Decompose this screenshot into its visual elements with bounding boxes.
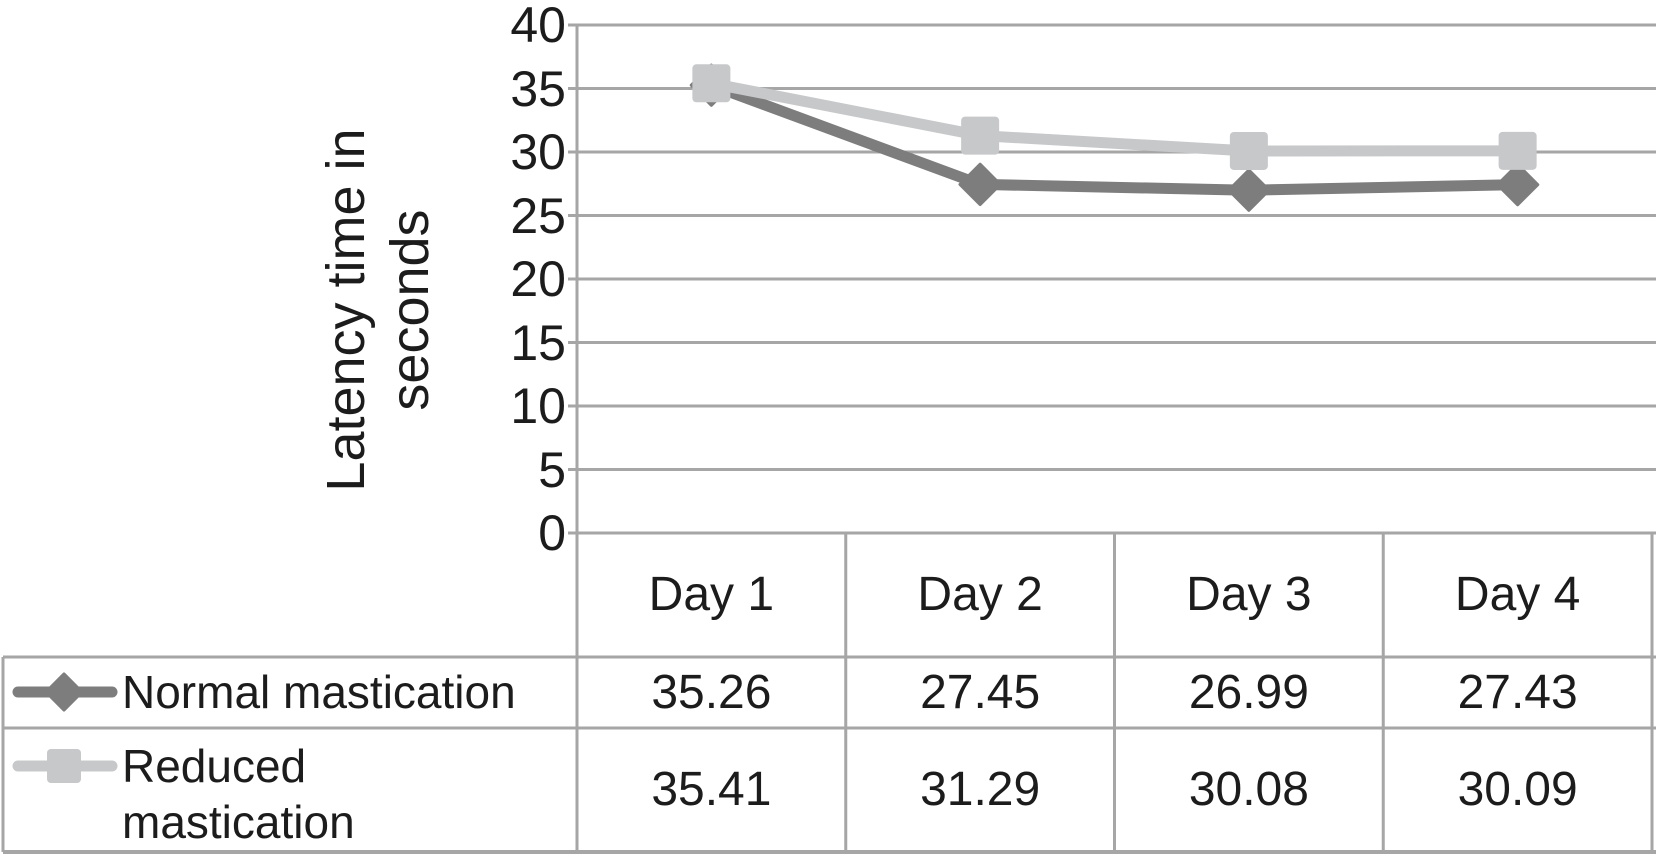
- legend-label-reduced-mastication: Reduced mastication: [122, 740, 355, 848]
- day-header-cell: Day 3: [1186, 568, 1312, 621]
- value-cell: 30.08: [1188, 763, 1309, 816]
- y-tick-label-25: 25: [510, 187, 566, 244]
- day-header-cell: Day 4: [1454, 568, 1581, 621]
- diamond-marker: [1227, 168, 1271, 212]
- y-tick-label-20: 20: [510, 251, 566, 307]
- day-header-cell: Day 1: [648, 568, 775, 621]
- y-tick-label-10: 10: [510, 378, 566, 434]
- diamond-marker: [1495, 162, 1540, 207]
- y-tick-label-5: 5: [538, 441, 566, 498]
- y-tick-label-40: 40: [510, 0, 566, 53]
- y-tick-label-30: 30: [510, 124, 566, 180]
- series-line-0: [709, 80, 1518, 196]
- day-header-cell: Day 2: [917, 568, 1043, 621]
- diamond-marker: [958, 162, 1002, 207]
- square-marker: [47, 749, 81, 783]
- y-tick-label-15: 15: [510, 314, 566, 371]
- diamond-marker: [44, 672, 84, 712]
- square-marker: [1229, 131, 1268, 170]
- value-cell: 31.29: [920, 763, 1041, 816]
- value-cell: 26.99: [1188, 665, 1309, 719]
- y-tick-label-35: 35: [510, 60, 566, 117]
- value-cell: 35.41: [651, 763, 772, 816]
- legend-label-normal-mastication: Normal mastication: [122, 666, 516, 718]
- square-marker: [961, 116, 1000, 155]
- square-marker: [1498, 131, 1537, 170]
- value-cell: 35.26: [651, 665, 772, 719]
- value-cell: 27.45: [920, 665, 1041, 719]
- value-cell: 30.09: [1457, 763, 1578, 816]
- square-marker: [692, 64, 731, 103]
- y-tick-label-0: 0: [538, 505, 566, 561]
- value-cell: 27.43: [1457, 665, 1578, 719]
- series-line-1: [710, 77, 1518, 157]
